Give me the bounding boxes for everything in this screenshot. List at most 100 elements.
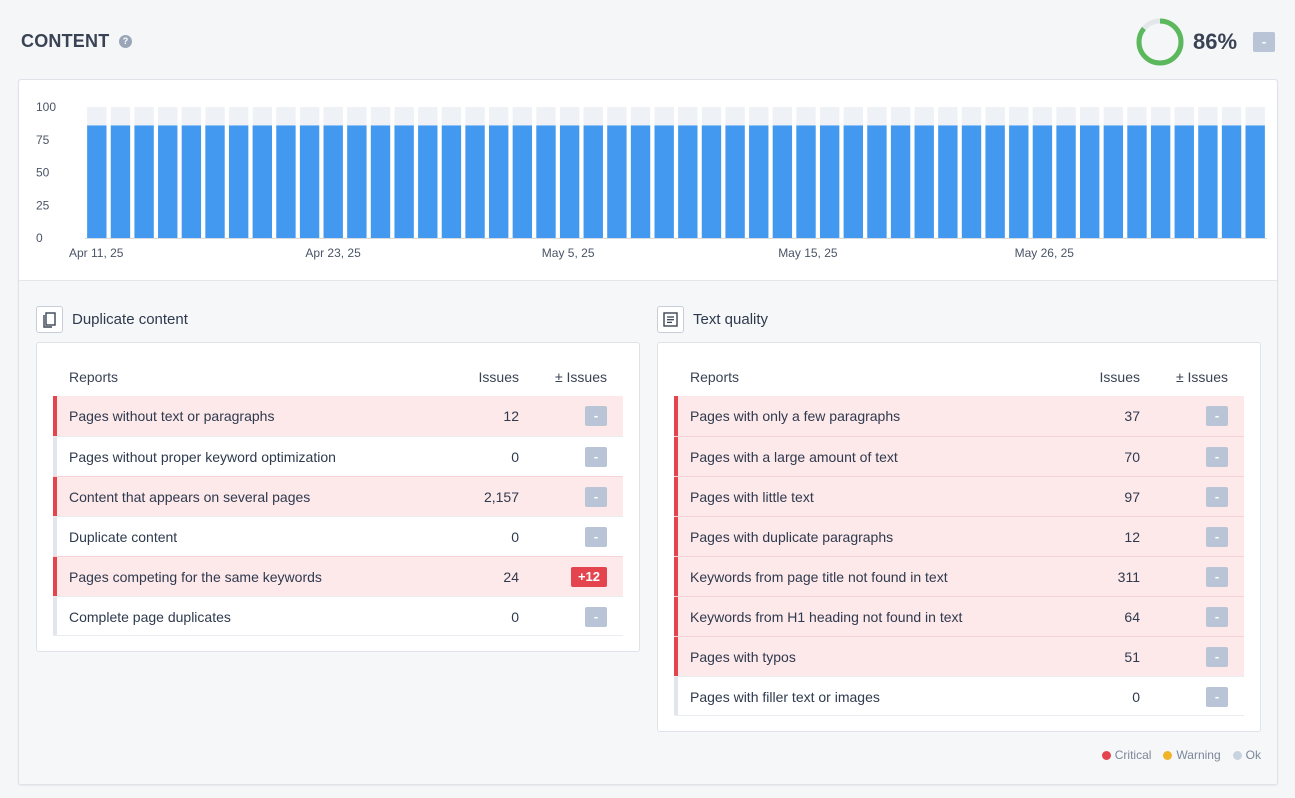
chart-bar-remainder[interactable] [678,107,698,126]
issues-count[interactable]: 2,157 [483,489,519,505]
report-name-link[interactable]: Pages without text or paragraphs [69,408,275,424]
chart-bar[interactable] [347,125,367,238]
issues-count[interactable]: 0 [1132,689,1140,705]
table-row[interactable]: Content that appears on several pages 2,1… [53,476,623,516]
chart-bar-remainder[interactable] [559,107,580,126]
chart-bar[interactable] [299,125,320,238]
chart-bar-remainder[interactable] [370,107,391,126]
chart-bar[interactable] [205,125,225,238]
chart-bar[interactable] [819,125,840,238]
chart-bar-remainder[interactable] [583,107,603,126]
chart-bar-remainder[interactable] [441,107,462,126]
issues-count[interactable]: 37 [1124,408,1140,424]
chart-bar-remainder[interactable] [630,107,651,126]
table-row[interactable]: Complete page duplicates 0 - [53,596,623,636]
chart-bar-remainder[interactable] [512,107,533,126]
chart-bar-remainder[interactable] [205,107,225,126]
chart-bar-remainder[interactable] [914,107,934,126]
chart-bar-remainder[interactable] [843,107,863,126]
issues-count[interactable]: 311 [1117,569,1140,585]
chart-bar-remainder[interactable] [1198,107,1218,126]
issues-count[interactable]: 0 [511,449,519,465]
chart-bar[interactable] [1221,125,1242,238]
chart-bar-remainder[interactable] [1127,107,1147,126]
issues-count[interactable]: 0 [511,529,519,545]
chart-bar[interactable] [489,125,509,238]
table-row[interactable]: Pages without text or paragraphs 12 - [53,396,623,436]
chart-bar-remainder[interactable] [323,107,343,126]
chart-bar-remainder[interactable] [607,107,627,126]
chart-bar[interactable] [843,125,863,238]
issues-count[interactable]: 97 [1124,489,1140,505]
chart-bar[interactable] [370,125,391,238]
chart-bar[interactable] [1127,125,1147,238]
chart-bar-remainder[interactable] [158,107,178,126]
chart-bar-remainder[interactable] [418,107,438,126]
chart-bar[interactable] [701,125,722,238]
chart-bar-remainder[interactable] [252,107,272,126]
report-name-link[interactable]: Pages with little text [690,489,814,505]
chart-bar-remainder[interactable] [465,107,485,126]
chart-bar[interactable] [512,125,533,238]
chart-bar-remainder[interactable] [1056,107,1076,126]
chart-bar[interactable] [961,125,982,238]
chart-bar[interactable] [158,125,178,238]
chart-bar-remainder[interactable] [938,107,958,126]
chart-bar[interactable] [890,125,911,238]
table-row[interactable]: Pages with a large amount of text 70 - [674,436,1244,476]
chart-bar[interactable] [914,125,934,238]
report-name-link[interactable]: Pages with typos [690,649,796,665]
report-name-link[interactable]: Pages with a large amount of text [690,449,898,465]
chart-bar-remainder[interactable] [110,107,131,126]
chart-bar-remainder[interactable] [796,107,816,126]
chart-bar-remainder[interactable] [725,107,745,126]
chart-bar[interactable] [796,125,816,238]
chart-bar[interactable] [276,125,296,238]
chart-bar[interactable] [772,125,793,238]
chart-bar-remainder[interactable] [890,107,911,126]
chart-bar-remainder[interactable] [961,107,982,126]
chart-bar-remainder[interactable] [1150,107,1171,126]
chart-bar[interactable] [418,125,438,238]
chart-bar[interactable] [252,125,272,238]
chart-bar[interactable] [559,125,580,238]
chart-bar[interactable] [323,125,343,238]
chart-bar[interactable] [985,125,1005,238]
chart-bar[interactable] [1056,125,1076,238]
chart-bar[interactable] [1032,125,1053,238]
chart-bar[interactable] [441,125,462,238]
issues-count[interactable]: 0 [511,609,519,625]
chart-bar[interactable] [1009,125,1029,238]
chart-bar[interactable] [1080,125,1100,238]
table-row[interactable]: Pages with filler text or images 0 - [674,676,1244,716]
issues-count[interactable]: 24 [503,569,519,585]
table-row[interactable]: Pages with only a few paragraphs 37 - [674,396,1244,436]
issues-count[interactable]: 12 [1124,529,1140,545]
chart-bar[interactable] [654,125,674,238]
chart-bar-remainder[interactable] [1103,107,1124,126]
issues-count[interactable]: 70 [1124,449,1140,465]
issues-count[interactable]: 12 [503,408,519,424]
chart-bar-remainder[interactable] [489,107,509,126]
chart-bar[interactable] [536,125,556,238]
issues-count[interactable]: 51 [1124,649,1140,665]
report-name-link[interactable]: Pages competing for the same keywords [69,569,322,585]
chart-bar-remainder[interactable] [985,107,1005,126]
chart-bar[interactable] [1245,125,1265,238]
chart-bar[interactable] [465,125,485,238]
question-circle-icon[interactable]: ? [119,35,132,48]
chart-bar-remainder[interactable] [1032,107,1053,126]
chart-bar-remainder[interactable] [228,107,249,126]
table-row[interactable]: Keywords from page title not found in te… [674,556,1244,596]
chart-bar-remainder[interactable] [347,107,367,126]
chart-bar-remainder[interactable] [299,107,320,126]
chart-bar-remainder[interactable] [394,107,414,126]
report-name-link[interactable]: Pages with duplicate paragraphs [690,529,894,545]
chart-bar[interactable] [110,125,131,238]
chart-bar-remainder[interactable] [1245,107,1265,126]
chart-bar-remainder[interactable] [701,107,722,126]
report-name-link[interactable]: Keywords from H1 heading not found in te… [690,609,963,625]
chart-bar-remainder[interactable] [1174,107,1194,126]
table-row[interactable]: Pages competing for the same keywords 24 +… [53,556,623,596]
chart-bar[interactable] [1103,125,1124,238]
